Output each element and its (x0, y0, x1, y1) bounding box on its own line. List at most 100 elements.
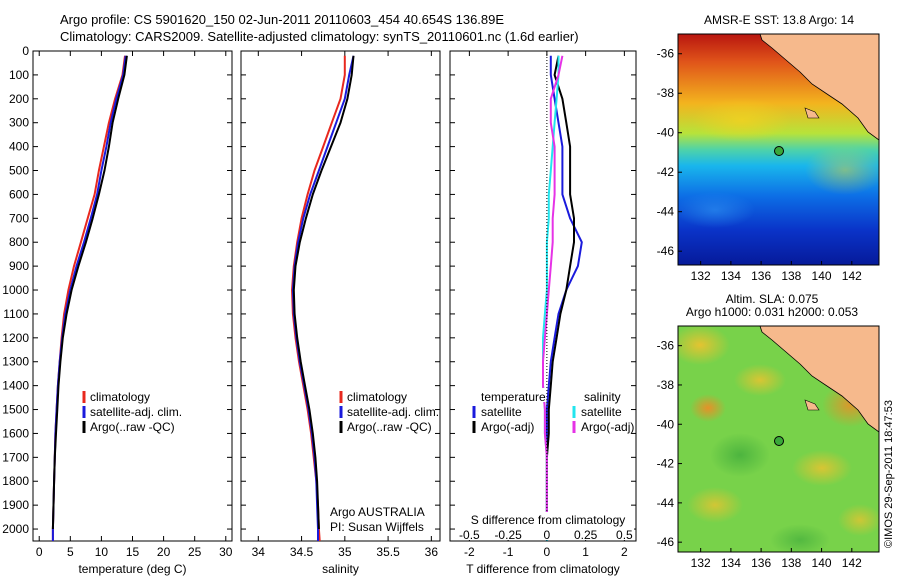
sla-low-patch (710, 433, 770, 477)
s-diff-tick-label: 0 (544, 528, 551, 542)
map-lat-label: -46 (657, 535, 675, 549)
x-tick-label: 25 (188, 545, 202, 559)
legend-label-climatology: climatology (90, 390, 150, 404)
y-tick-label: 1000 (2, 283, 29, 297)
y-tick-label: 900 (9, 259, 29, 273)
sla-high-patch (687, 487, 743, 523)
sla-map (678, 326, 879, 552)
series-line-temperature-argo-adj (545, 55, 575, 529)
legend-header-salinity: salinity (584, 390, 621, 404)
s-diff-tick-label: 0.5 (616, 528, 633, 542)
x-tick-label: 30 (219, 545, 233, 559)
x-tick-label: 2 (621, 545, 628, 559)
x-tick-label: 20 (157, 545, 171, 559)
x-axis-label: salinity (322, 562, 359, 576)
x-tick-label: 0 (544, 545, 551, 559)
y-tick-label: 600 (9, 187, 29, 201)
y-tick-label: 1600 (2, 426, 29, 440)
pi-label: PI: Susan Wijffels (330, 520, 424, 534)
map-lon-label: 134 (721, 269, 741, 283)
s-diff-tick-label: 0.25 (574, 528, 598, 542)
argo-position-marker (774, 436, 784, 446)
y-tick-label: 1800 (2, 474, 29, 488)
y-tick-label: 700 (9, 211, 29, 225)
imos-credit: ©IMOS 29-Sep-2011 18:47:53 (883, 400, 895, 548)
y-tick-label: 1200 (2, 331, 29, 345)
kangaroo-island (804, 107, 820, 119)
map-lat-label: -40 (657, 417, 675, 431)
x-tick-label: 34.5 (290, 545, 314, 559)
y-tick-label: 1100 (3, 307, 29, 321)
argo-program-label: Argo AUSTRALIA (330, 505, 425, 519)
map-lat-label: -38 (657, 86, 675, 100)
sla-map-subtitle: Argo h1000: 0.031 h2000: 0.053 (686, 305, 858, 319)
s-diff-tick-label: -0.5 (459, 528, 480, 542)
x-tick-label: 36 (425, 545, 439, 559)
map-lon-label: 132 (691, 556, 711, 570)
x-axis-label: temperature (deg C) (78, 562, 186, 576)
x-tick-label: 35 (338, 545, 352, 559)
legend-label-argo: Argo(..raw -QC) (347, 420, 432, 434)
sla-low-patch (770, 524, 830, 552)
legend-label-satellite: satellite-adj. clim. (90, 405, 182, 419)
legend-header-temperature: temperature (481, 390, 546, 404)
y-tick-label: 100 (9, 68, 29, 82)
argo-position-marker (774, 146, 784, 156)
y-tick-label: 1400 (2, 379, 29, 393)
map-lat-label: -42 (657, 457, 675, 471)
salinity-legend: climatology satellite-adj. clim. Argo(..… (339, 390, 439, 434)
difference-legend: temperature salinity satellite Argo(-adj… (472, 388, 634, 434)
sla-map-frame (677, 325, 880, 553)
sla-high-patch (838, 504, 879, 536)
x-tick-label: 1 (582, 545, 589, 559)
legend-label-satellite: satellite-adj. clim. (347, 405, 439, 419)
map-lat-label: -44 (657, 205, 675, 219)
s-diff-axis-label: S difference from climatology (471, 513, 626, 527)
map-lon-label: 134 (721, 556, 741, 570)
y-tick-label: 1700 (2, 450, 29, 464)
series-line-argo-raw-qc (292, 55, 355, 530)
x-tick-label: -2 (464, 545, 475, 559)
sst-warm-patch (692, 98, 792, 142)
map-lat-label: -46 (657, 244, 675, 258)
sla-high-patch (690, 394, 726, 422)
map-lon-label: 136 (751, 269, 771, 283)
legend-label-climatology: climatology (347, 390, 407, 404)
y-tick-label: 200 (9, 92, 29, 106)
x-axis-label: T difference from climatology (466, 562, 620, 576)
x-tick-label: 5 (67, 545, 74, 559)
y-tick-label: 800 (9, 235, 29, 249)
s-diff-axis-bg (466, 512, 634, 540)
sst-map (678, 34, 879, 265)
s-diff-tick-label: -0.25 (494, 528, 522, 542)
map-lon-label: 140 (812, 556, 832, 570)
legend-label-t-satellite: satellite (481, 405, 522, 419)
y-tick-label: 0 (22, 44, 29, 58)
salinity-panel (240, 50, 441, 542)
sst-map-frame (677, 33, 880, 266)
temperature-legend: climatology satellite-adj. clim. Argo(..… (82, 390, 182, 434)
kangaroo-island (804, 399, 820, 411)
x-tick-label: 15 (126, 545, 140, 559)
map-lon-label: 138 (781, 556, 801, 570)
map-lat-label: -38 (657, 378, 675, 392)
temperature-panel (32, 50, 233, 542)
legend-label-s-satellite: satellite (581, 405, 622, 419)
difference-panel (449, 50, 637, 542)
y-tick-label: 500 (9, 164, 29, 178)
map-lon-label: 138 (781, 269, 801, 283)
x-tick-label: 0 (36, 545, 43, 559)
map-lat-label: -36 (657, 339, 675, 353)
legend-label-s-argo: Argo(-adj) (581, 420, 634, 434)
map-lat-label: -40 (657, 126, 675, 140)
y-tick-label: 300 (9, 116, 29, 130)
x-tick-label: 10 (95, 545, 109, 559)
y-tick-label: 1900 (2, 498, 29, 512)
sla-high-patch (678, 326, 730, 365)
map-lon-label: 140 (812, 269, 832, 283)
legend-label-t-argo: Argo(-adj) (481, 420, 534, 434)
legend-header-bg (476, 388, 546, 402)
sst-cool-patch (678, 192, 755, 228)
australia-coast (759, 326, 879, 433)
